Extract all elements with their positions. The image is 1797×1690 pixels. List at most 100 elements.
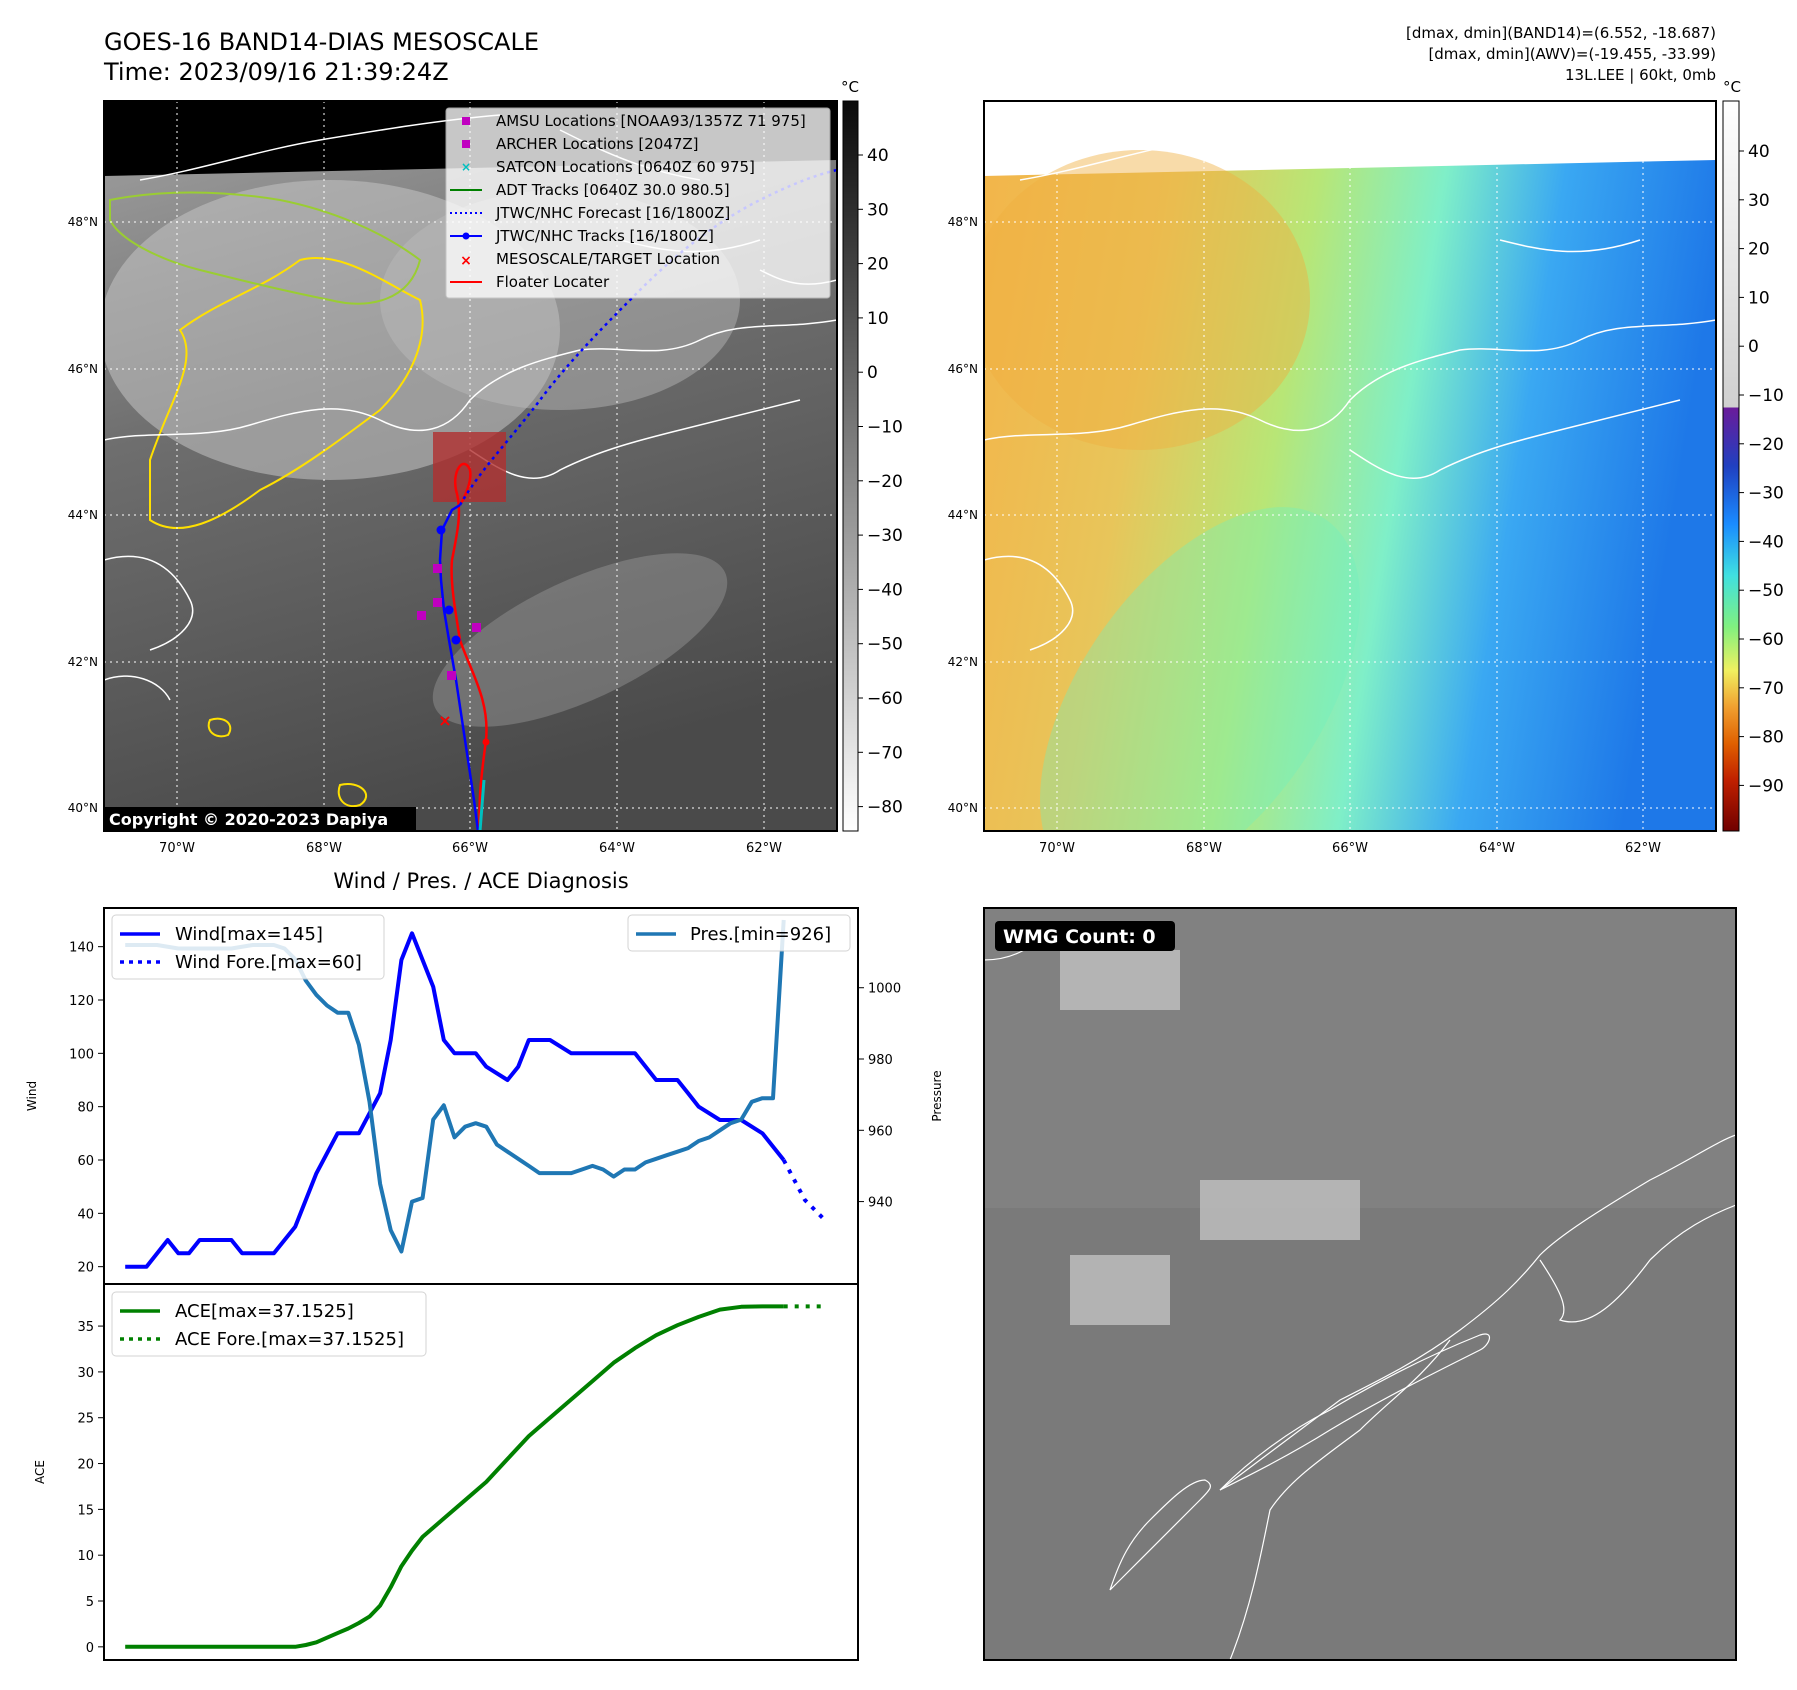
colorbar-tick-label: −70 <box>1748 679 1784 699</box>
colorbar-tick-label: −20 <box>867 472 903 492</box>
wind-yticks: 20 40 60 80 100 120 140 <box>69 941 104 1276</box>
svg-text:×: × <box>460 253 472 269</box>
colorbar-tick-label: 0 <box>867 363 878 383</box>
copyright-box <box>104 807 416 831</box>
y-tick-label: 25 <box>77 1412 94 1427</box>
colorbar-tick-label: −80 <box>1748 728 1784 748</box>
ir-colorbar-ticks: 40 30 20 10 0 −10 −20 −30 −40 −50 −60 −70 −80 <box>858 146 903 818</box>
awv-lat-tick-label: 48°N <box>948 215 978 229</box>
ir-lat-tick-label: 42°N <box>68 655 98 669</box>
colorbar-tick-label: −10 <box>867 418 903 438</box>
y2-tick-label: 960 <box>868 1124 893 1139</box>
legend-pressure: Pres.[min=926] <box>690 924 831 945</box>
awv-coastline <box>984 114 1716 651</box>
colorbar-tick-label: −40 <box>1748 532 1784 552</box>
awv-colorbar-unit: °C <box>1723 78 1741 96</box>
info-line-3: 13L.LEE | 60kt, 0mb <box>1565 66 1716 84</box>
legend-satcon: SATCON Locations [0640Z 60 975] <box>496 158 755 176</box>
ir-lon-tick-label: 62°W <box>746 841 782 856</box>
y-tick-label: 5 <box>86 1595 94 1610</box>
info-line-1: [dmax, dmin](BAND14)=(6.552, -18.687) <box>1406 24 1716 42</box>
colorbar-tick-label: −60 <box>867 689 903 709</box>
legend-handles: × × <box>450 117 482 283</box>
ir-legend: × × AMSU Locations [NOAA93/1357Z 71 975]… <box>445 107 831 299</box>
pressure-yticks: 940 960 980 1000 <box>858 982 901 1211</box>
legend-ace: ACE[max=37.1525] <box>175 1301 354 1322</box>
y-tick-label: 0 <box>86 1641 94 1656</box>
cold-contour-yellow <box>149 257 424 529</box>
colorbar-tick-label: −40 <box>867 580 903 600</box>
legend-box <box>445 107 831 299</box>
colorbar-tick-label: −80 <box>867 798 903 818</box>
series-line-0 <box>125 931 786 1269</box>
ace-ylabel: ACE <box>33 1460 47 1484</box>
y-tick-label: 30 <box>77 1366 94 1381</box>
awv-colorbar-ticks: 40 30 20 10 0 −10 −20 −30 −40 −50 −60 −70 −80 −90 <box>1739 142 1784 796</box>
y2-tick-label: 980 <box>868 1053 893 1068</box>
diagnosis-title: Wind / Pres. / ACE Diagnosis <box>333 869 628 893</box>
wind-legend: Wind[max=145] Wind Fore.[max=60] <box>111 914 385 980</box>
awv-map-frame <box>983 100 1717 832</box>
awv-lat-tick-label: 44°N <box>948 508 978 522</box>
wmg-bright-pixels <box>1060 950 1360 1325</box>
ir-lon-tick-label: 70°W <box>159 841 195 856</box>
colorbar-tick-label: 20 <box>1748 240 1770 260</box>
ir-lat-tick-label: 44°N <box>68 508 98 522</box>
legend-ace-forecast: ACE Fore.[max=37.1525] <box>175 1329 404 1350</box>
ir-map-frame <box>103 100 838 832</box>
y-tick-label: 15 <box>77 1503 94 1518</box>
y-tick-label: 20 <box>77 1458 94 1473</box>
ir-lon-ticks: 70°W 68°W 66°W 64°W 62°W <box>159 841 782 856</box>
awv-lon-ticks: 70°W 68°W 66°W 64°W 62°W <box>1039 841 1661 856</box>
colorbar-tick-label: −20 <box>1748 435 1784 455</box>
ir-lat-tick-label: 40°N <box>68 801 98 815</box>
y-tick-label: 140 <box>69 941 94 956</box>
wind-pressure-panel: 20 40 60 80 100 120 140 940 960 980 1000 Wind Pre… <box>25 907 944 1285</box>
ir-lon-tick-label: 64°W <box>599 841 635 856</box>
y-tick-label: 40 <box>77 1207 94 1222</box>
y-tick-label: 100 <box>69 1047 94 1062</box>
colorbar-tick-label: 30 <box>867 200 889 220</box>
awv-image <box>984 160 1716 831</box>
copyright-text: Copyright © 2020-2023 Dapiya <box>109 810 388 829</box>
wmg-label: WMG Count: 0 <box>1003 926 1156 948</box>
awv-lat-tick-label: 40°N <box>948 801 978 815</box>
figure-title: GOES-16 BAND14-DIAS MESOSCALE <box>104 28 539 56</box>
y-tick-label: 35 <box>77 1320 94 1335</box>
coastline <box>104 319 837 701</box>
figure-time: Time: 2023/09/16 21:39:24Z <box>103 58 449 86</box>
colorbar-tick-label: 40 <box>867 146 889 166</box>
y-tick-label: 20 <box>77 1261 94 1276</box>
legend-archer: ARCHER Locations [2047Z] <box>496 135 699 153</box>
awv-lon-tick-label: 62°W <box>1625 841 1661 856</box>
awv-colorbar <box>1722 100 1740 832</box>
ace-legend: ACE[max=37.1525] ACE Fore.[max=37.1525] <box>111 1291 427 1357</box>
ir-colorbar <box>842 100 859 832</box>
ir-lon-tick-label: 66°W <box>452 841 488 856</box>
legend-adt: ADT Tracks [0640Z 30.0 980.5] <box>496 181 730 199</box>
awv-map-panel: 48°N 46°N 44°N 42°N 40°N 70°W 68°W 66°W 64°W 62°… <box>948 78 1784 856</box>
y-tick-label: 60 <box>77 1154 94 1169</box>
ir-colorbar-unit: °C <box>841 78 859 96</box>
awv-lon-tick-label: 70°W <box>1039 841 1075 856</box>
jtwc-track-points <box>436 525 461 645</box>
legend-mesoscale: MESOSCALE/TARGET Location <box>496 250 720 268</box>
ace-yticks: 0 5 10 15 20 25 30 35 <box>77 1320 104 1656</box>
colorbar-tick-label: 10 <box>867 309 889 329</box>
satcon-track <box>478 779 486 831</box>
colorbar-tick-label: −50 <box>1748 581 1784 601</box>
cloud-band-3 <box>432 553 728 727</box>
colorbar-tick-label: −70 <box>867 743 903 763</box>
target-location-marker: × <box>438 711 451 730</box>
amsu-points <box>417 564 481 680</box>
series-line-0 <box>125 1304 784 1649</box>
floater-marker <box>482 738 490 746</box>
ace-panel: 0 5 10 15 20 25 30 35 ACE ACE[max=37.1525] ACE … <box>33 1283 859 1661</box>
y-tick-label: 10 <box>77 1549 94 1564</box>
cold-contour-yellow-2 <box>207 717 368 808</box>
cold-contour-green <box>109 191 422 305</box>
colorbar-tick-label: 30 <box>1748 191 1770 211</box>
awv-lat-ticks: 48°N 46°N 44°N 42°N 40°N <box>948 215 978 815</box>
awv-gridlines <box>984 101 1716 831</box>
legend-jtwc-forecast: JTWC/NHC Forecast [16/1800Z] <box>495 204 730 222</box>
